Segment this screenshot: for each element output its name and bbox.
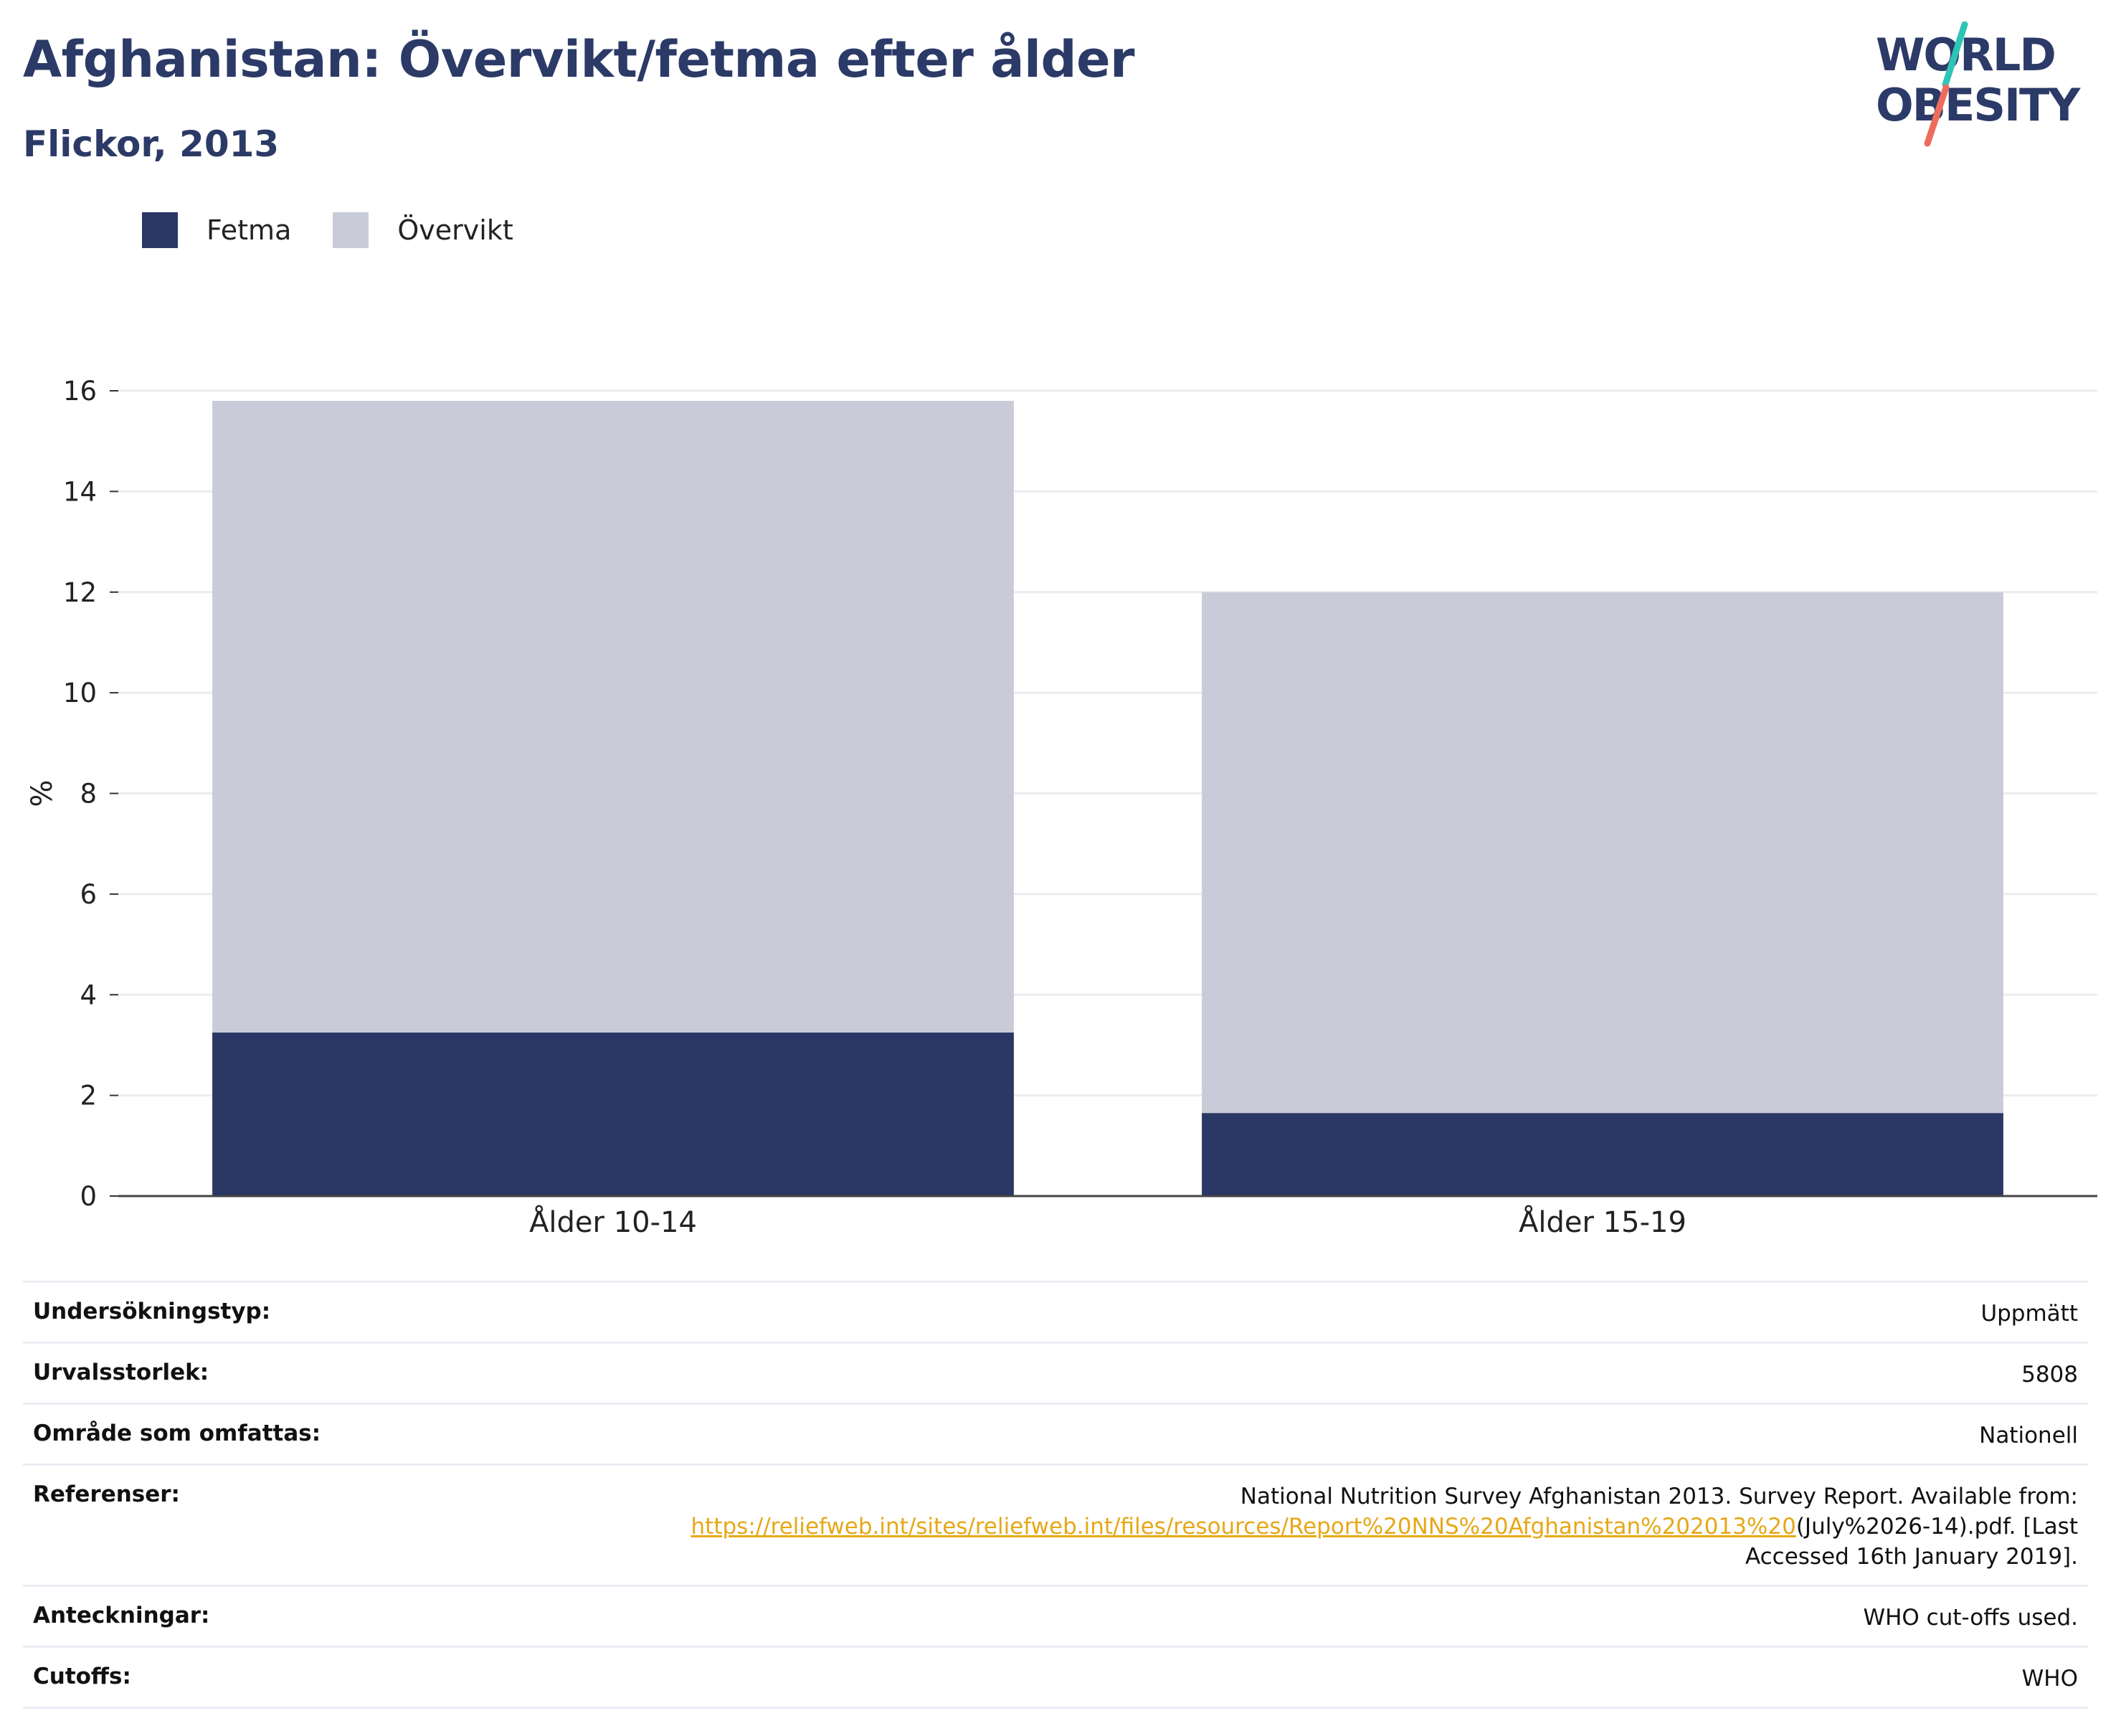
info-label: Område som omfattas: <box>23 1403 545 1466</box>
chart-title: Afghanistan: Övervikt/fetma efter ålder <box>23 30 1135 89</box>
info-value: WHO cut-offs used. <box>545 1585 2088 1648</box>
y-tick-label: 14 <box>63 476 97 507</box>
logo-slash-coral <box>1924 84 1950 147</box>
info-label: Cutoffs: <box>23 1646 545 1709</box>
logo-line1: WORLD <box>1876 29 2055 81</box>
info-label: Urvalsstorlek: <box>23 1342 545 1405</box>
reference-accessed: Accessed 16th January 2019]. <box>1745 1544 2078 1570</box>
legend-swatch-fetma <box>142 212 178 248</box>
legend-label-fetma: Fetma <box>207 214 292 246</box>
info-row-survey-type: Undersökningstyp: Uppmätt <box>23 1281 2088 1344</box>
y-tick-label: 16 <box>63 376 97 407</box>
world-obesity-logo: WORLD OBESITY <box>1876 22 2082 147</box>
y-tick-label: 4 <box>80 980 97 1010</box>
x-tick-label: Ålder 15-19 <box>1519 1205 1686 1239</box>
y-tick-label: 12 <box>63 577 97 608</box>
bar-chart: 0 2 4 6 8 10 12 14 16% Ålder 10-14 Ålder 15-19 <box>26 376 2097 1239</box>
y-tick-label: 0 <box>80 1181 97 1212</box>
legend-swatch-overvikt <box>333 212 369 248</box>
logo-slash-teal <box>1942 22 1968 88</box>
legend-item-overvikt[interactable]: Övervikt <box>333 212 513 248</box>
info-row-sample-size: Urvalsstorlek: 5808 <box>23 1342 2088 1405</box>
y-tick-label: 8 <box>80 779 97 810</box>
info-label: Referenser: <box>23 1464 545 1587</box>
reference-text-cont: (July%2026-14).pdf. [Last <box>1795 1514 2078 1540</box>
y-tick-label: 10 <box>63 678 97 708</box>
info-value: WHO <box>545 1646 2088 1709</box>
info-row-area: Område som omfattas: Nationell <box>23 1403 2088 1466</box>
info-value-references: National Nutrition Survey Afghanistan 20… <box>545 1464 2088 1587</box>
info-label: Undersökningstyp: <box>23 1281 545 1344</box>
info-row-notes: Anteckningar: WHO cut-offs used. <box>23 1585 2088 1648</box>
info-label: Anteckningar: <box>23 1585 545 1648</box>
bar-fetma-2 <box>1202 1113 2003 1196</box>
bar-vervikt-2 <box>1202 592 2003 1114</box>
bar-vervikt-1 <box>212 401 1014 1033</box>
survey-info-table: Undersökningstyp: Uppmätt Urvalsstorlek:… <box>23 1281 2088 1709</box>
chart-legend: Fetma Övervikt <box>142 212 555 248</box>
y-tick-label: 2 <box>80 1081 97 1111</box>
y-tick-label: 6 <box>80 879 97 910</box>
info-value: Nationell <box>545 1403 2088 1466</box>
legend-item-fetma[interactable]: Fetma <box>142 212 291 248</box>
info-value: Uppmätt <box>545 1281 2088 1344</box>
x-tick-label: Ålder 10-14 <box>529 1205 697 1239</box>
bar-fetma-1 <box>212 1032 1014 1196</box>
chart-subtitle: Flickor, 2013 <box>23 123 280 165</box>
reference-link[interactable]: https://reliefweb.int/sites/reliefweb.in… <box>691 1514 1796 1540</box>
logo-line2: OBESITY <box>1876 79 2081 131</box>
info-value: 5808 <box>545 1342 2088 1405</box>
reference-text: National Nutrition Survey Afghanistan 20… <box>1240 1484 2078 1509</box>
info-row-cutoffs: Cutoffs: WHO <box>23 1646 2088 1709</box>
info-row-references: Referenser: National Nutrition Survey Af… <box>23 1464 2088 1587</box>
legend-label-overvikt: Övervikt <box>397 214 513 246</box>
y-axis-label: % <box>26 779 59 807</box>
